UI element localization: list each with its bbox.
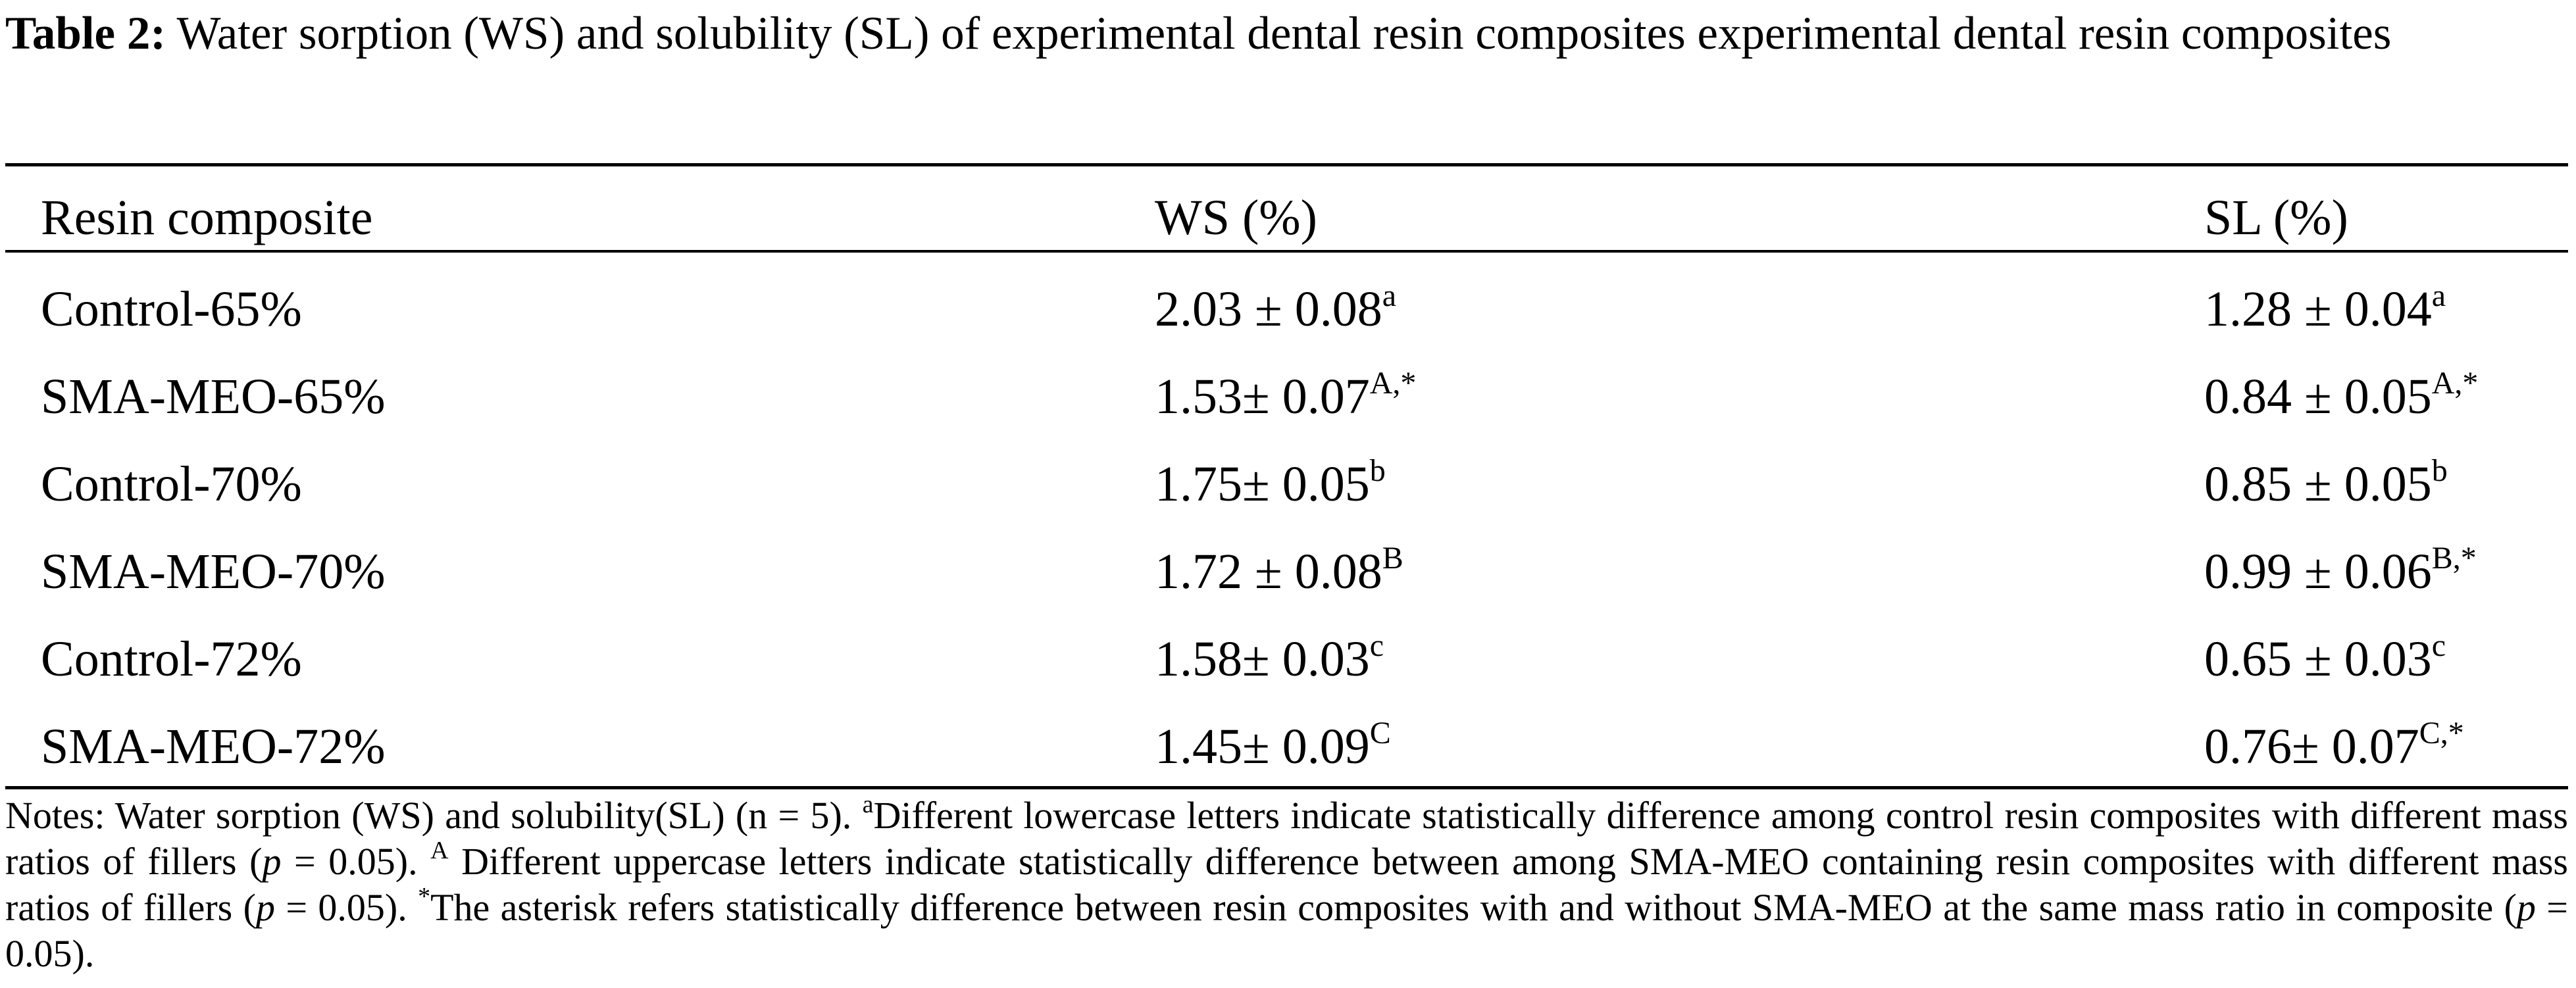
- ws-significance: C: [1369, 716, 1391, 751]
- sl-value: 0.65 ± 0.03: [2204, 631, 2432, 687]
- table-row-ws: 1.45± 0.09C: [1155, 717, 1391, 776]
- ws-value: 1.53± 0.07: [1155, 369, 1370, 424]
- table-row-sl: 0.84 ± 0.05A,*: [2204, 367, 2478, 426]
- notes-p-value: p: [255, 886, 275, 929]
- ws-value: 2.03 ± 0.08: [1155, 282, 1382, 337]
- table-notes: Notes: Water sorption (WS) and solubilit…: [5, 791, 2569, 977]
- table-row-name: SMA-MEO-65%: [41, 369, 386, 424]
- table-row-name: Control-70%: [41, 457, 302, 512]
- header-rule: [5, 250, 2568, 253]
- notes-text: Different uppercase letters indicate sta…: [5, 840, 2569, 929]
- sl-significance: B,*: [2431, 541, 2477, 576]
- header-sl: SL (%): [2204, 190, 2348, 245]
- ws-significance: B: [1382, 541, 1403, 576]
- header-resin-composite: Resin composite: [41, 190, 373, 245]
- top-rule: [5, 163, 2568, 166]
- sl-value: 0.85 ± 0.05: [2204, 457, 2432, 512]
- ws-value: 1.45± 0.09: [1155, 719, 1370, 774]
- notes-text: Notes: Water sorption (WS) and solubilit…: [5, 794, 863, 837]
- table-row-sl: 0.99 ± 0.06B,*: [2204, 542, 2477, 601]
- sl-significance: C,*: [2419, 716, 2464, 751]
- notes-text: = 0.05).: [274, 886, 418, 929]
- sl-significance: A,*: [2431, 366, 2479, 401]
- header-ws: WS (%): [1155, 190, 1317, 245]
- table-row-ws: 1.53± 0.07A,*: [1155, 367, 1416, 426]
- table-row-ws: 2.03 ± 0.08a: [1155, 280, 1396, 339]
- notes-text: Different lowercase letters indicate sta…: [5, 794, 2568, 883]
- sl-significance: a: [2431, 278, 2446, 313]
- notes-p-value: p: [262, 840, 282, 883]
- notes-p-value: p: [2516, 886, 2536, 929]
- table-caption: Table 2: Water sorption (WS) and solubil…: [5, 3, 2568, 64]
- table-row-sl: 0.65 ± 0.03c: [2204, 630, 2446, 689]
- table-row-ws: 1.75± 0.05b: [1155, 455, 1386, 514]
- bottom-rule: [5, 786, 2568, 789]
- notes-marker-a: a: [862, 791, 874, 818]
- ws-significance: b: [1369, 453, 1386, 488]
- table-row-ws: 1.72 ± 0.08B: [1155, 542, 1403, 601]
- table-row-ws: 1.58± 0.03c: [1155, 630, 1384, 689]
- ws-significance: c: [1369, 628, 1384, 663]
- table-row-sl: 1.28 ± 0.04a: [2204, 280, 2446, 339]
- sl-significance: b: [2431, 453, 2448, 488]
- ws-value: 1.58± 0.03: [1155, 631, 1370, 687]
- notes-text: = 0.05).: [5, 886, 2568, 975]
- table-row-name: SMA-MEO-70%: [41, 544, 386, 599]
- table-caption-text: Water sorption (WS) and solubility (SL) …: [176, 8, 2392, 59]
- ws-value: 1.72 ± 0.08: [1155, 544, 1382, 599]
- sl-value: 0.84 ± 0.05: [2204, 369, 2432, 424]
- notes-text: The asterisk refers statistically differ…: [430, 886, 2517, 929]
- table-row-sl: 0.85 ± 0.05b: [2204, 455, 2448, 514]
- ws-value: 1.75± 0.05: [1155, 457, 1370, 512]
- table-row-name: Control-72%: [41, 631, 302, 687]
- sl-significance: c: [2431, 628, 2446, 663]
- ws-significance: A,*: [1369, 366, 1417, 401]
- table-row-name: SMA-MEO-72%: [41, 719, 386, 774]
- notes-marker-A: A: [430, 837, 449, 864]
- sl-value: 1.28 ± 0.04: [2204, 282, 2432, 337]
- ws-significance: a: [1382, 278, 1397, 313]
- notes-marker-asterisk: *: [418, 883, 431, 910]
- table-label: Table 2:: [5, 8, 166, 59]
- sl-value: 0.76± 0.07: [2204, 719, 2419, 774]
- notes-text: = 0.05).: [281, 840, 431, 883]
- table-row-name: Control-65%: [41, 282, 302, 337]
- sl-value: 0.99 ± 0.06: [2204, 544, 2432, 599]
- table-row-sl: 0.76± 0.07C,*: [2204, 717, 2464, 776]
